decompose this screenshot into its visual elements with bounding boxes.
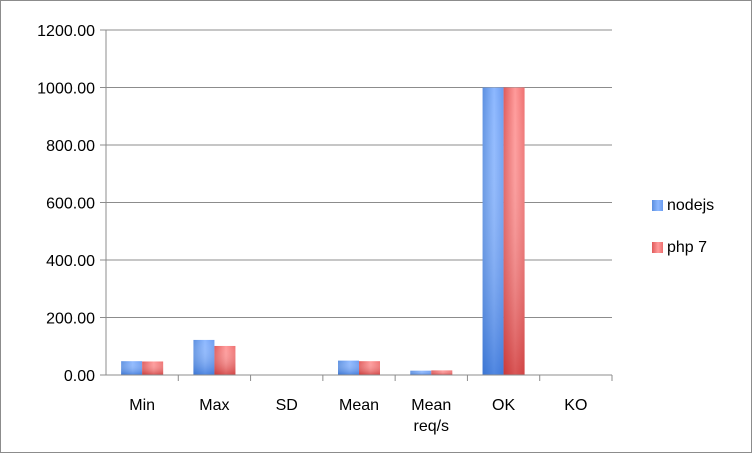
legend-label-1: php 7 xyxy=(667,239,707,256)
x-tick-label-5: OK xyxy=(492,397,515,414)
bar-shade-1-4 xyxy=(431,370,453,375)
y-tick-labels: 0.00 200.00 400.00 600.00 800.00 1000.00 1200.… xyxy=(37,23,95,385)
x-tick-label-1: Max xyxy=(199,397,229,414)
y-tick-label-4: 800.00 xyxy=(46,138,95,155)
bar-shade-1-5 xyxy=(503,87,525,375)
x-tick-label-6: KO xyxy=(564,397,587,414)
legend: nodejs php 7 xyxy=(652,197,714,256)
x-tick-label-4: Mean req/s xyxy=(411,397,451,435)
axes xyxy=(100,29,613,381)
legend-label-0: nodejs xyxy=(667,197,714,214)
y-tick-label-1: 200.00 xyxy=(46,311,95,328)
x-tick-label-3: Mean xyxy=(339,397,379,414)
bar-shade-0-3 xyxy=(338,360,359,375)
x-tick-label-0: Min xyxy=(129,397,155,414)
x-tick-labels: Min Max SD Mean Mean req/s OK KO xyxy=(129,397,587,435)
bars xyxy=(121,87,525,375)
gridlines xyxy=(106,29,612,318)
y-tick-label-6: 1200.00 xyxy=(37,23,95,40)
bar-shade-1-0 xyxy=(142,361,164,375)
legend-swatch-1 xyxy=(652,242,663,253)
bar-shade-0-1 xyxy=(193,339,215,375)
bar-shade-1-3 xyxy=(359,361,380,375)
y-tick-label-2: 400.00 xyxy=(46,253,95,270)
bar-shade-0-4 xyxy=(410,370,432,375)
y-tick-label-0: 0.00 xyxy=(64,368,95,385)
y-tick-label-5: 1000.00 xyxy=(37,81,95,98)
x-tick-label-2: SD xyxy=(276,397,298,414)
legend-swatch-0 xyxy=(652,200,663,211)
bar-shade-0-5 xyxy=(482,87,504,375)
y-tick-label-3: 600.00 xyxy=(46,196,95,213)
bar-shade-0-0 xyxy=(121,361,143,375)
bar-shade-1-1 xyxy=(214,345,236,375)
